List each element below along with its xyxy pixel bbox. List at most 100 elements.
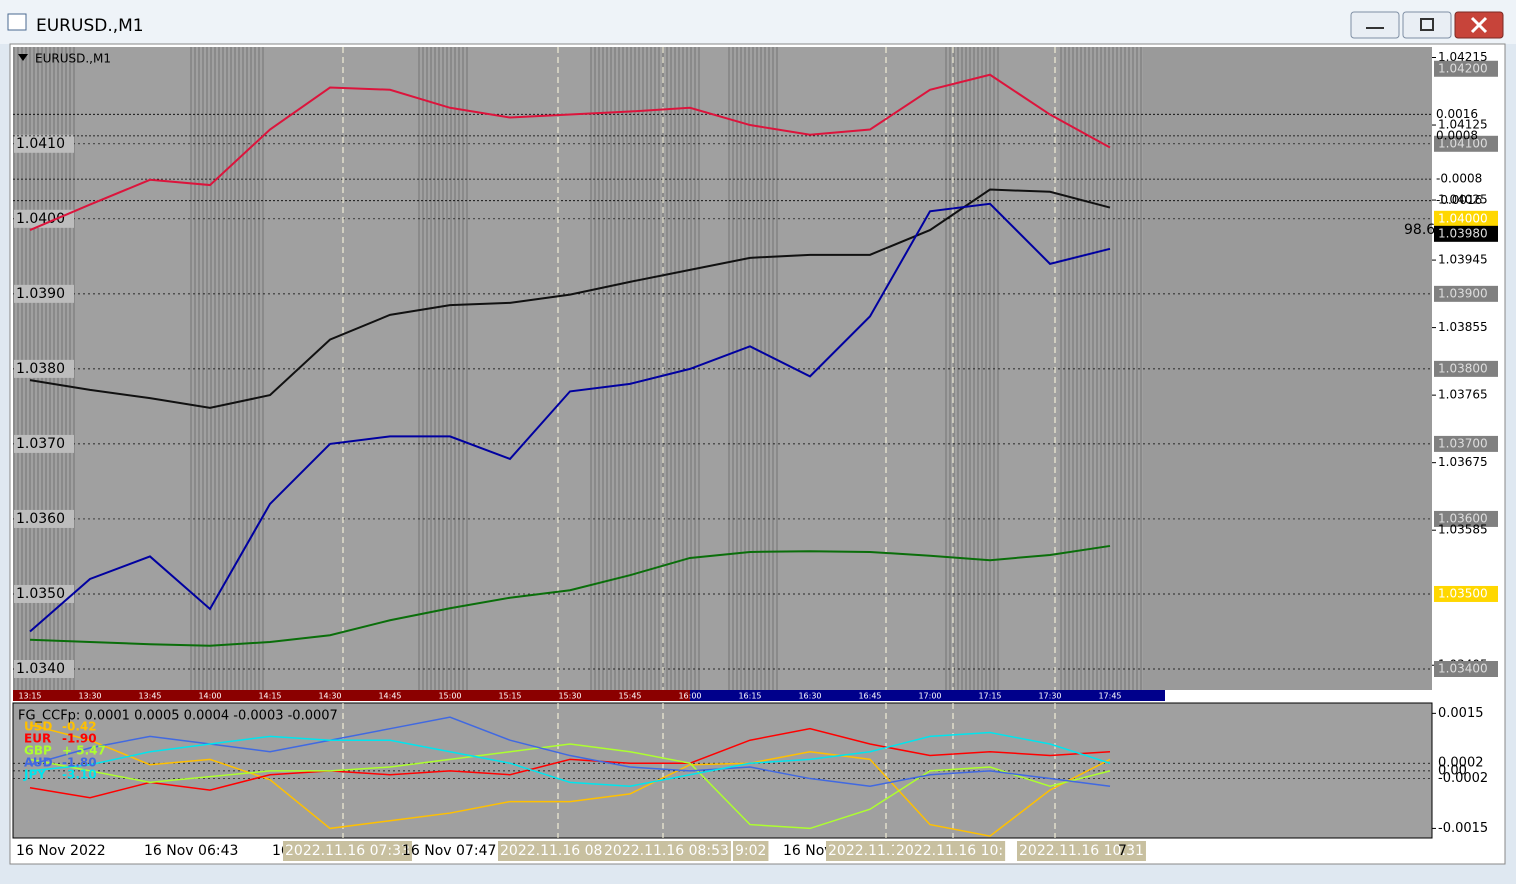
y-tick-bg [14,584,74,603]
legend-name: AUD [24,756,53,770]
session-stripe [1096,47,1098,690]
session-stripe [626,47,628,690]
session-stripe [981,47,983,690]
session-stripe [422,47,424,690]
session-stripe [598,47,600,690]
session-stripe [678,47,680,690]
session-stripe [222,47,224,690]
y-tick-bg [14,134,74,153]
price-box [1434,225,1498,242]
x-tick-label: 14:30 [318,692,341,701]
session-stripe [1104,47,1106,690]
date-label: 2022.11.1 [828,843,899,859]
session-stripe [973,47,975,690]
x-tick-label: 13:45 [138,692,161,701]
y-tick-bg [14,434,74,453]
session-stripe [614,47,616,690]
series-line [29,724,1111,837]
price-box [1434,510,1498,527]
session-stripe [961,47,963,690]
session-stripe [630,47,632,690]
y-tick-label: 0.0002 [1438,756,1484,771]
session-stripe [634,47,636,690]
minimize-button[interactable] [1350,11,1400,39]
session-stripe [650,47,652,690]
date-label: 2022.11.16 10: [896,843,1003,859]
y-tick-label: 1.0360 [16,511,65,527]
session-stripe [674,47,676,690]
window-buttons [1350,11,1504,39]
y-tick-bg [14,284,74,303]
session-stripe [682,47,684,690]
legend-reading: -0.42 [62,720,97,734]
session-stripe [242,47,244,690]
session-stripe [997,47,999,690]
session-stripe [756,47,758,690]
price-label: 1.03800 [1438,361,1488,375]
session-stripe [434,47,436,690]
price-label: 1.03765 [1438,388,1488,402]
x-tick-label: 16:45 [858,692,881,701]
date-label: 16 Nov 07:47 [402,843,496,859]
date-highlight [498,841,610,861]
legend-name: USD [24,720,52,734]
date-label: 2022.11.16 07:33 [285,843,410,859]
session-stripe [442,47,444,690]
price-label: 1.03980 [1438,226,1488,240]
session-stripe [989,47,991,690]
y-tick-label: 1.0410 [16,136,65,152]
y-tick-label: -0.0002 [1438,771,1488,786]
session-stripe [666,47,668,690]
x-tick-label: 14:15 [258,692,281,701]
y-tick-label: 1.0380 [16,361,65,377]
indicator-area [12,702,1433,839]
session-stripe [210,47,212,690]
date-label: 2022.11.16 10:31 [1019,843,1144,859]
session-stripe [1136,47,1138,690]
session-stripe [446,47,448,690]
session-stripe [258,47,260,690]
x-tick-label: 14:45 [378,692,401,701]
x-tick-label: 16:30 [798,692,821,701]
session-stripe [194,47,196,690]
session-stripe [1132,47,1134,690]
price-label: 1.03585 [1438,523,1488,537]
indicator-title: FG_CCFp: 0.0001 0.0005 0.0004 -0.0003 -0… [18,709,338,724]
date-label: 7 [1118,843,1127,859]
x-tick-label: 13:30 [78,692,101,701]
session-stripe [254,47,256,690]
price-label: 1.03945 [1438,253,1488,267]
session-stripe [1064,47,1066,690]
maximize-icon [1420,18,1434,31]
date-highlight [283,841,412,861]
series-line [29,188,1111,409]
menu-arrow [18,54,28,61]
session-stripe [466,47,468,690]
session-stripe [670,47,672,690]
session-stripe [1124,47,1126,690]
future-area [1143,47,1432,690]
session-stripe [590,47,592,690]
price-label: 1.04000 [1438,211,1488,225]
y-tick-bg [14,359,74,378]
x-tick-label: 15:00 [438,692,461,701]
session-stripe [1100,47,1102,690]
session-stripe [957,47,959,690]
price-label: 1.03700 [1438,436,1488,450]
price-box [1434,60,1498,77]
session-stripe [230,47,232,690]
y-tick-label: 0.0015 [1438,706,1484,721]
session-stripe [238,47,240,690]
maximize-button[interactable] [1402,11,1452,39]
y-tick-label: 1.0370 [16,436,65,452]
x-tick-label: 17:30 [1038,692,1061,701]
price-box [1434,285,1498,302]
session-stripe [262,47,264,690]
x-tick-label: 17:45 [1098,692,1121,701]
session-stripe [698,47,700,690]
session-stripe [760,47,762,690]
session-stripe [1140,47,1142,690]
series-line [29,743,1111,830]
